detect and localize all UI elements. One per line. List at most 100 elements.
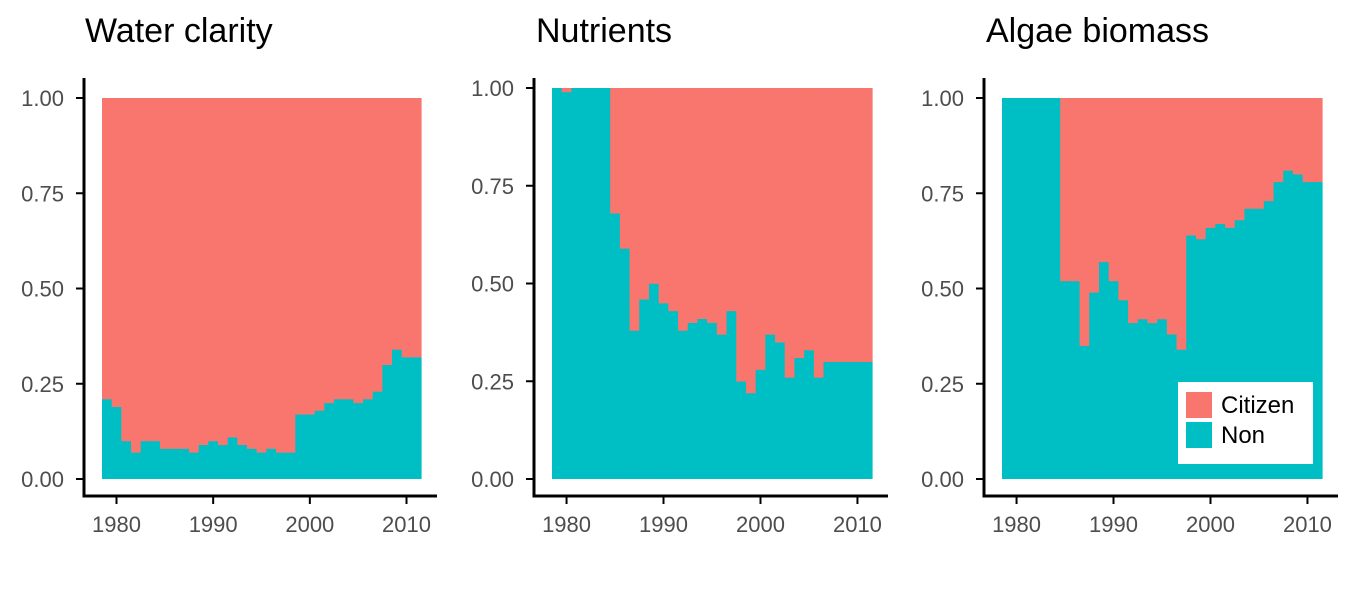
bar-citizen xyxy=(707,88,718,323)
bar-non xyxy=(1050,98,1061,479)
bar-non xyxy=(363,398,374,479)
bar-citizen xyxy=(121,98,132,442)
bar-non xyxy=(382,364,393,479)
bar-citizen xyxy=(372,98,383,392)
x-tick-label: 1990 xyxy=(639,512,688,537)
bar-non xyxy=(716,334,728,479)
bar-non xyxy=(707,322,718,479)
bar-citizen xyxy=(726,88,737,312)
bar-non xyxy=(561,91,572,479)
bar-non xyxy=(179,448,190,479)
x-tick-label: 2000 xyxy=(285,512,334,537)
bar-non xyxy=(1186,235,1197,479)
bar-citizen xyxy=(833,88,844,362)
bar-non xyxy=(218,444,229,479)
bar-non xyxy=(1079,345,1090,479)
bar-non xyxy=(1273,181,1284,479)
legend-label-citizen: Citizen xyxy=(1221,392,1294,419)
x-tick-label: 1980 xyxy=(542,512,591,537)
bar-citizen xyxy=(1292,98,1304,175)
bar-citizen xyxy=(179,98,190,449)
y-tick-label: 1.00 xyxy=(921,86,964,111)
bar-non xyxy=(697,318,708,479)
bar-citizen xyxy=(639,88,650,300)
bar-citizen xyxy=(765,88,776,335)
bar-non xyxy=(1234,219,1246,480)
bar-non xyxy=(1215,223,1226,479)
bar-non xyxy=(334,398,345,479)
bar-citizen xyxy=(1089,98,1100,293)
chart-title: Water clarity xyxy=(85,12,273,50)
x-tick-label: 2010 xyxy=(1283,512,1332,537)
bar-non xyxy=(794,357,805,479)
bar-non xyxy=(1225,227,1236,479)
bar-non xyxy=(343,398,354,479)
bar-non xyxy=(658,303,669,479)
bar-citizen xyxy=(1195,98,1207,240)
bar-citizen xyxy=(1137,98,1149,320)
bar-non xyxy=(639,299,650,479)
bar-citizen xyxy=(716,88,728,335)
y-tick-label: 0.00 xyxy=(471,467,514,492)
y-tick-label: 1.00 xyxy=(21,86,64,111)
bar-non xyxy=(1205,227,1216,479)
bar-non xyxy=(1244,208,1255,480)
bar-non xyxy=(804,349,815,479)
bar-citizen xyxy=(1098,98,1110,263)
bar-non xyxy=(1118,299,1129,479)
bar-citizen xyxy=(237,98,248,446)
bar-citizen xyxy=(392,98,403,350)
bar-citizen xyxy=(1060,98,1071,282)
bar-non xyxy=(726,310,737,479)
bar-citizen xyxy=(813,88,825,378)
bar-non xyxy=(581,88,592,479)
bar-non xyxy=(1312,181,1323,479)
bar-non xyxy=(1263,200,1275,479)
y-tick-label: 0.00 xyxy=(21,467,64,492)
bar-citizen xyxy=(276,98,287,453)
bar-citizen xyxy=(343,98,354,400)
bar-citizen xyxy=(1283,98,1294,171)
bar-non xyxy=(1292,174,1304,479)
bar-non xyxy=(745,392,757,479)
bar-non xyxy=(198,444,209,479)
bar-citizen xyxy=(1128,98,1139,324)
bar-citizen xyxy=(561,88,572,93)
bar-non xyxy=(256,452,267,479)
bar-non xyxy=(1040,98,1052,479)
bar-non xyxy=(208,440,219,479)
bar-non xyxy=(765,334,776,479)
bar-non xyxy=(1108,280,1119,479)
bar-non xyxy=(237,444,248,479)
bar-non xyxy=(411,357,422,479)
x-tick-label: 1980 xyxy=(92,512,141,537)
bar-citizen xyxy=(862,88,873,362)
bar-non xyxy=(1254,208,1265,480)
y-tick-label: 0.50 xyxy=(21,277,64,302)
bar-citizen xyxy=(1186,98,1197,236)
bar-non xyxy=(1195,238,1207,479)
bar-non xyxy=(111,406,122,479)
y-tick-label: 1.00 xyxy=(471,76,514,101)
bar-citizen xyxy=(401,98,412,358)
x-tick-label: 1990 xyxy=(1089,512,1138,537)
y-tick-label: 0.00 xyxy=(921,467,964,492)
bar-non xyxy=(121,440,132,479)
bar-citizen xyxy=(1079,98,1090,346)
bar-citizen xyxy=(305,98,316,415)
bar-citizen xyxy=(1302,98,1313,183)
bar-citizen xyxy=(1273,98,1284,183)
bar-citizen xyxy=(775,88,786,343)
bar-citizen xyxy=(658,88,669,304)
bar-citizen xyxy=(1234,98,1246,221)
bar-non xyxy=(102,398,113,479)
bar-non xyxy=(1147,322,1158,479)
y-tick-label: 0.50 xyxy=(921,277,964,302)
bar-non xyxy=(755,369,766,479)
bar-non xyxy=(1089,292,1100,479)
bar-citizen xyxy=(411,98,422,358)
bar-non xyxy=(842,361,854,479)
bar-non xyxy=(736,381,747,479)
bar-citizen xyxy=(619,88,631,249)
